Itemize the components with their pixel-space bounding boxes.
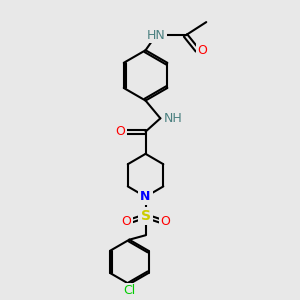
Text: N: N [140, 190, 151, 203]
Text: S: S [141, 209, 151, 223]
Text: HN: HN [146, 29, 165, 42]
Text: Cl: Cl [123, 284, 135, 297]
Text: NH: NH [163, 112, 182, 125]
Text: O: O [122, 215, 131, 228]
Text: O: O [160, 215, 170, 228]
Text: O: O [116, 125, 125, 138]
Text: O: O [197, 44, 207, 57]
